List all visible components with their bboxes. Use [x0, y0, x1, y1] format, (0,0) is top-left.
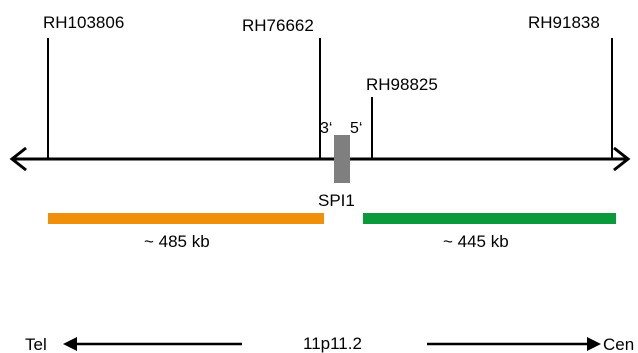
axis-arrowhead-left	[9, 146, 27, 172]
segment-bar-right	[363, 213, 616, 224]
orientation-band-label: 11p11.2	[303, 334, 362, 353]
marker-label-rh103806: RH103806	[43, 13, 124, 32]
gene-box-spi1	[334, 135, 350, 183]
orientation-cen-label: Cen	[603, 335, 634, 353]
axis-arrowhead-right	[613, 146, 631, 172]
orientation-arrowhead-right	[587, 337, 601, 351]
marker-label-rh98825: RH98825	[366, 75, 438, 94]
segment-label-right: ~ 445 kb	[443, 232, 509, 251]
gene-end-3-label: 3‘	[320, 120, 332, 137]
segment-label-left: ~ 485 kb	[144, 232, 210, 251]
segment-bar-left	[48, 213, 324, 224]
marker-label-rh91838: RH91838	[528, 13, 600, 32]
orientation-tel-label: Tel	[25, 335, 47, 353]
gene-end-5-label: 5‘	[350, 120, 362, 137]
gene-name-label: SPI1	[318, 191, 355, 210]
marker-label-rh76662: RH76662	[242, 16, 314, 35]
orientation-arrowhead-left	[63, 337, 77, 351]
